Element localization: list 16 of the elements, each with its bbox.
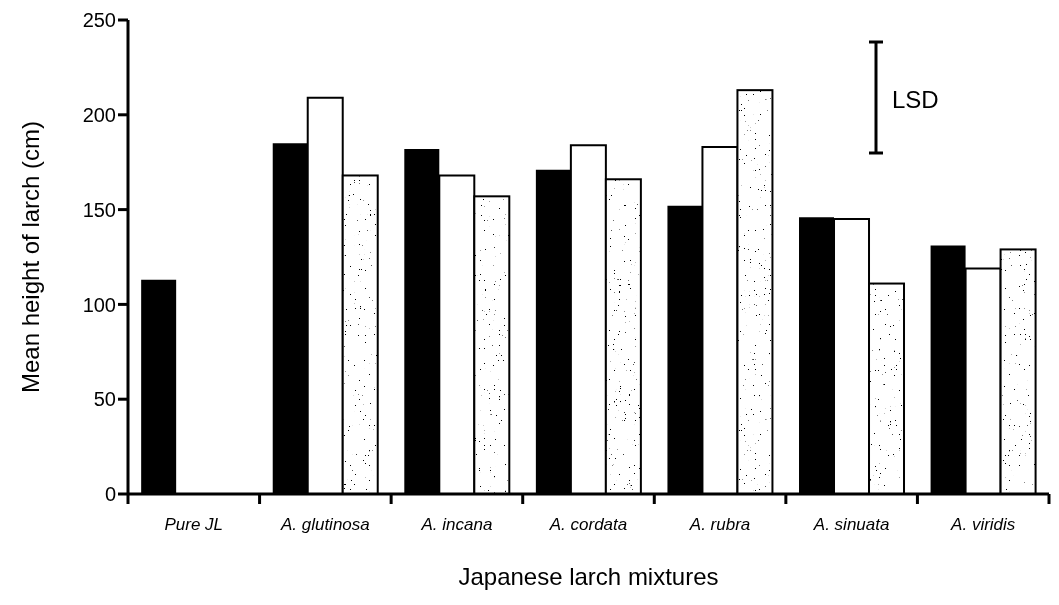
- x-tick-label: A. incana: [420, 515, 493, 534]
- y-tick-label: 200: [82, 103, 116, 126]
- x-axis-title: Japanese larch mixtures: [458, 563, 719, 590]
- x-tick-label: A. glutinosa: [279, 515, 370, 534]
- annotation: LSD: [892, 86, 939, 113]
- x-tick-label: A. cordata: [548, 515, 628, 534]
- y-tick-label: 150: [82, 198, 116, 221]
- x-tick-label: A. rubra: [688, 515, 751, 534]
- x-tick-label: Pure JL: [164, 515, 224, 534]
- y-tick-label: 250: [82, 9, 116, 32]
- y-tick-label: 0: [104, 483, 116, 506]
- y-tick-label: 50: [93, 388, 116, 411]
- x-tick-label: A. sinuata: [812, 515, 890, 534]
- y-tick-label: 100: [82, 293, 116, 316]
- x-tick-label: A. viridis: [950, 515, 1016, 534]
- y-axis-title: Mean height of larch (cm): [16, 120, 44, 394]
